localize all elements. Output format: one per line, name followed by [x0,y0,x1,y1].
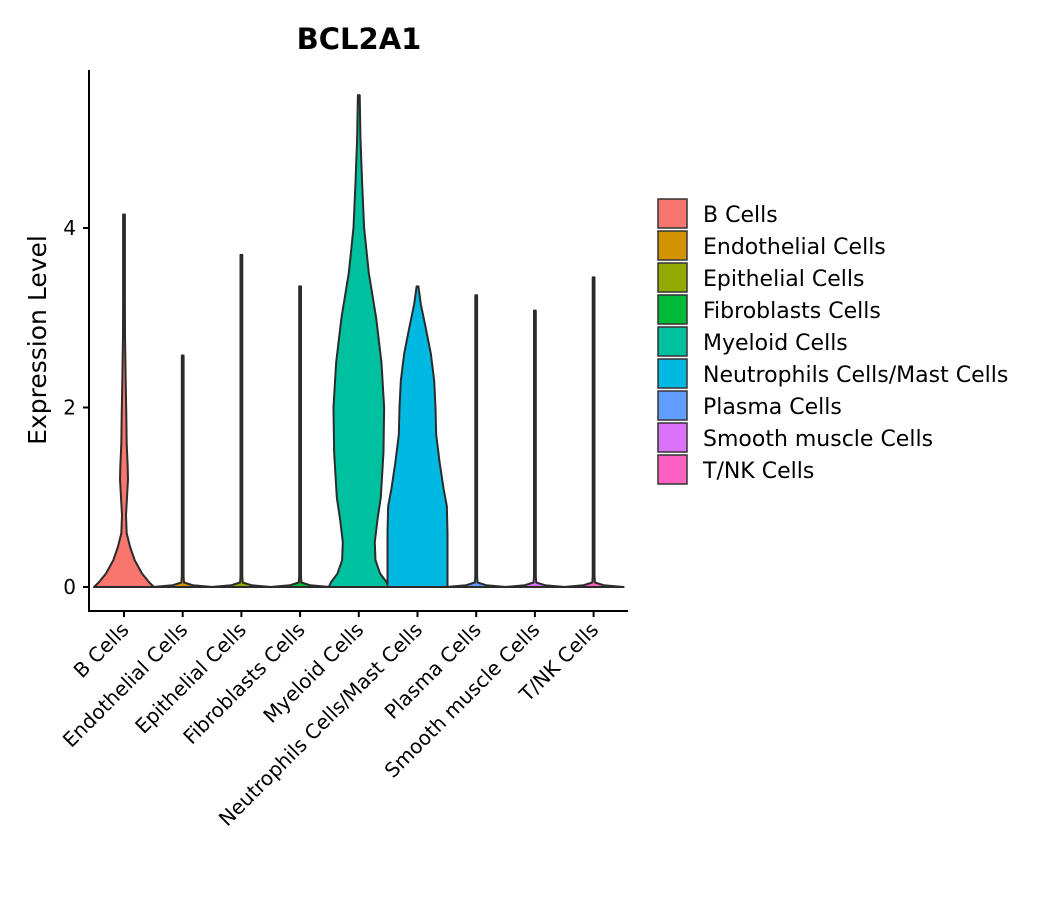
violin-myeloid-cells [327,94,390,588]
legend: B Cells Endothelial Cells Epithelial Cells… [657,198,1008,485]
legend-label: Smooth muscle Cells [703,427,933,452]
legend-swatch [657,262,688,293]
violin-fibroblasts-cells [269,285,332,588]
y-tick-label: 0 [63,575,76,599]
y-tick-label: 2 [63,396,76,420]
legend-swatch [657,422,688,453]
legend-swatch [657,390,688,421]
legend-label: Endothelial Cells [703,235,886,260]
chart-title: BCL2A1 [297,22,422,56]
legend-label: Myeloid Cells [703,331,848,356]
violin-b-cells [93,213,155,588]
y-axis-label: Expression Level [23,235,52,445]
legend-label: B Cells [703,203,778,228]
legend-label: T/NK Cells [702,459,814,484]
legend-swatch [657,230,688,261]
legend-label: Neutrophils Cells/Mast Cells [703,363,1008,388]
y-tick-label: 4 [63,216,76,240]
legend-swatch [657,454,688,485]
legend-swatch [657,198,688,229]
legend-label: Fibroblasts Cells [703,299,881,324]
plot-area [93,94,625,588]
violin-endothelial-cells [151,354,214,588]
legend-label: Plasma Cells [703,395,842,420]
violin-neutrophils-cells-mast-cells [386,285,449,588]
legend-swatch [657,358,688,389]
violin-smooth-muscle-cells [503,309,566,588]
legend-swatch [657,326,688,357]
violin-plasma-cells [445,294,508,588]
violin-epithelial-cells [210,253,273,588]
legend-label: Epithelial Cells [703,267,864,292]
violin-t-nk-cells [562,276,625,588]
legend-swatch [657,294,688,325]
y-axis-ticks: 0 2 4 [63,216,89,599]
